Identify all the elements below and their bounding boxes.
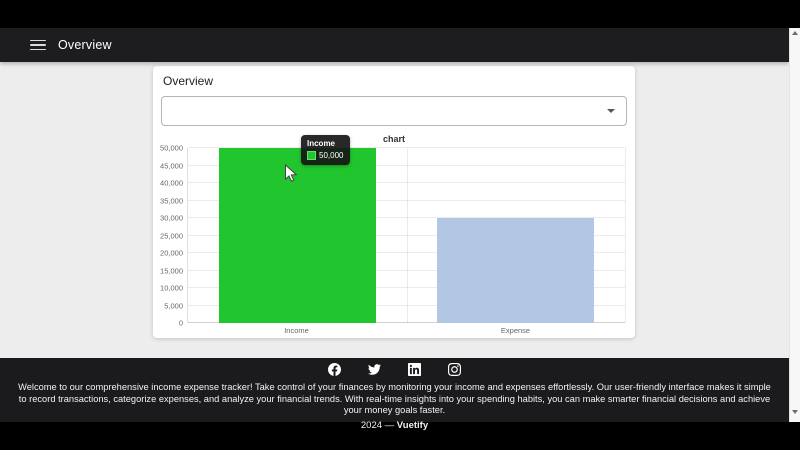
linkedin-icon[interactable] bbox=[408, 363, 421, 376]
facebook-icon[interactable] bbox=[328, 363, 341, 376]
gridline bbox=[188, 147, 625, 148]
app-bar-title: Overview bbox=[58, 38, 112, 52]
gridline bbox=[188, 287, 625, 288]
y-tick-label: 25,000 bbox=[160, 231, 183, 240]
gridline bbox=[188, 322, 625, 323]
x-tick-label: Expense bbox=[500, 326, 531, 335]
footer-about-text: Welcome to our comprehensive income expe… bbox=[18, 382, 771, 415]
overview-card: Overview chart 0 5,000 10,000 15,000 20,000 2… bbox=[153, 66, 635, 338]
instagram-icon[interactable] bbox=[448, 363, 461, 376]
copyright-year: 2024 — bbox=[360, 419, 395, 431]
gridline bbox=[188, 252, 625, 253]
y-tick-label: 5,000 bbox=[164, 301, 183, 310]
y-tick-label: 20,000 bbox=[160, 248, 183, 258]
hamburger-menu-icon[interactable] bbox=[30, 39, 46, 51]
tooltip-value: 50,000 bbox=[319, 151, 344, 160]
y-tick-label: 50,000 bbox=[160, 143, 183, 153]
y-tick-label: 35,000 bbox=[160, 196, 183, 205]
y-tick-label: 0 bbox=[178, 318, 183, 328]
gridline bbox=[188, 217, 625, 218]
tooltip-title: Income bbox=[307, 139, 336, 148]
brand-name: Vuetify bbox=[396, 419, 429, 431]
social-links bbox=[0, 362, 789, 377]
chevron-down-icon bbox=[607, 109, 615, 113]
bar-income[interactable] bbox=[218, 148, 376, 323]
gridline bbox=[188, 199, 625, 201]
card-title: Overview bbox=[163, 74, 214, 88]
y-tick-label: 10,000 bbox=[160, 283, 183, 293]
gridline bbox=[188, 304, 625, 306]
app-bar: Overview bbox=[0, 28, 789, 62]
vertical-gridline bbox=[406, 148, 408, 323]
page-content: Overview chart 0 5,000 10,000 15,000 20,000 2… bbox=[0, 62, 789, 358]
scrollbar-down-arrow-icon[interactable] bbox=[792, 410, 798, 414]
chart-tooltip: Income 50,000 bbox=[301, 135, 351, 165]
y-tick-label: 45,000 bbox=[160, 161, 183, 170]
tooltip-color-swatch bbox=[307, 151, 316, 160]
plot-area: 0 5,000 10,000 15,000 20,000 25,000 30,000 35,0… bbox=[160, 144, 626, 328]
x-tick-label: Income bbox=[284, 326, 309, 335]
y-tick-label: 30,000 bbox=[160, 213, 183, 223]
twitter-icon[interactable] bbox=[368, 363, 381, 376]
gridline bbox=[188, 234, 625, 236]
vertical-scrollbar[interactable] bbox=[789, 28, 800, 422]
y-tick-label: 40,000 bbox=[160, 178, 183, 188]
chart-title: chart bbox=[382, 134, 405, 144]
x-axis-labels: Income Expense bbox=[187, 326, 625, 335]
gridline bbox=[188, 269, 625, 271]
chart: chart 0 5,000 10,000 15,000 20,000 25,000 30,0… bbox=[160, 132, 627, 335]
gridline bbox=[188, 164, 625, 166]
vertical-gridline bbox=[625, 148, 626, 323]
period-select[interactable] bbox=[161, 96, 627, 126]
footer-copyright: 2024 — Vuetify bbox=[0, 420, 789, 431]
browser-viewport: Overview Overview chart 0 5,000 10,000 15,0… bbox=[0, 28, 800, 431]
y-tick-label: 15,000 bbox=[160, 266, 183, 275]
scrollbar-up-arrow-icon[interactable] bbox=[792, 31, 798, 35]
footer: Welcome to our comprehensive income expe… bbox=[0, 358, 789, 431]
bar-expense[interactable] bbox=[437, 218, 595, 323]
gridline bbox=[188, 182, 625, 183]
